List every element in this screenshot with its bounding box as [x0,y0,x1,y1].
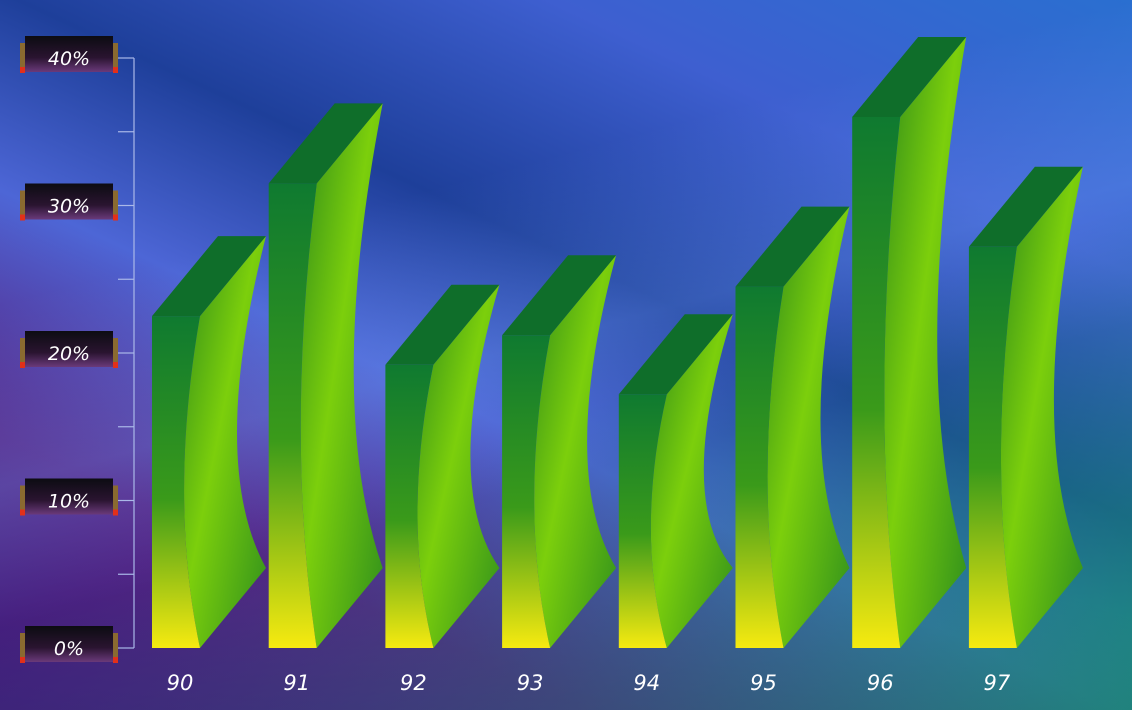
bar-91 [268,103,383,648]
bar-top-face [968,166,1083,247]
y-tick-badge-accent [20,362,25,368]
bar-side-face [1000,166,1083,649]
y-tick-badge-cap [113,338,118,368]
bar-top-face [852,37,967,117]
bars [152,37,1083,649]
y-tick-badge-cap [20,633,25,663]
y-tick-badge [25,626,113,662]
bar-front-face [618,394,667,648]
y-tick-badge-cap [113,633,118,663]
y-tick-label: 40% [48,48,90,70]
y-tick-badge-accent [113,509,118,516]
y-tick-badge-cap [20,485,25,516]
bar-front-face [268,183,317,648]
y-tick-30%: 30% [20,183,118,221]
y-tick-40%: 40% [20,36,118,73]
category-label-91: 91 [283,671,310,695]
bar-side-face [767,206,850,648]
y-tick-badge-cap [113,485,118,516]
y-axis: 0% 10% 20% 30% 40% [20,36,135,663]
category-label-95: 95 [750,671,777,695]
y-tick-badge-cap [20,43,25,73]
y-tick-label: 20% [48,343,90,365]
y-tick-badge-cap [20,338,25,368]
bar-97 [968,166,1083,649]
bar-top-face [502,255,617,336]
bar-side-face [184,236,266,648]
bar-front-face [385,364,434,648]
y-tick-0%: 0% [20,626,118,663]
category-label-96: 96 [867,671,894,695]
y-tick-badge [25,36,113,72]
y-tick-badge-accent [113,362,118,368]
y-tick-label: 10% [48,491,90,513]
bar-side-face [417,284,500,648]
bar-top-face [152,236,266,317]
bar-side-face [534,255,617,649]
bar-92 [385,284,500,648]
bar-94 [618,314,733,648]
bar-top-face [268,103,383,184]
bar-95 [735,206,850,648]
y-tick-badge-cap [20,190,25,221]
bar-90 [152,236,266,648]
bar-side-face [650,314,733,648]
bar-top-face [385,284,500,365]
category-label-90: 90 [167,671,194,695]
y-tick-badge-accent [20,657,25,663]
bar-front-face [502,335,551,648]
category-label-94: 94 [633,671,660,695]
category-label-92: 92 [400,671,427,695]
bar-93 [502,255,617,649]
category-label-93: 93 [517,671,544,695]
y-tick-badge [25,331,113,367]
y-tick-label: 0% [54,638,84,660]
y-tick-badge-accent [113,67,118,73]
y-tick-badge-accent [113,214,118,221]
bar-side-face [884,37,967,648]
bar-front-face [852,117,901,648]
bar-front-face [735,286,784,648]
category-label-97: 97 [984,671,1011,695]
bar-top-face [735,206,850,287]
y-tick-badge [25,183,113,220]
bar-front-face [152,316,200,648]
y-tick-badge-accent [20,67,25,73]
bar-top-face [618,314,733,395]
y-tick-badge-cap [113,190,118,221]
y-tick-badge [25,478,113,515]
y-tick-badge-accent [113,657,118,663]
y-tick-badge-accent [20,509,25,516]
category-labels: 90 91 92 93 94 95 96 97 [167,671,1011,695]
y-tick-badge-cap [113,43,118,73]
bar-96 [852,37,967,648]
y-tick-label: 30% [48,196,90,218]
y-tick-20%: 20% [20,331,118,368]
y-tick-10%: 10% [20,478,118,516]
bar-side-face [300,103,383,648]
y-tick-badge-accent [20,214,25,221]
bar-front-face [968,246,1017,649]
